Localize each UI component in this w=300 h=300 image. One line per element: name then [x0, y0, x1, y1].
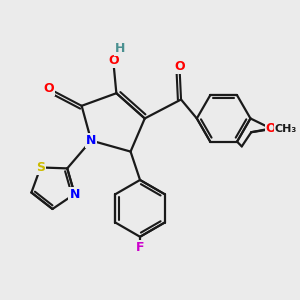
Text: CH₃: CH₃ [275, 124, 297, 134]
Text: S: S [36, 161, 45, 174]
Text: O: O [266, 122, 276, 135]
Text: F: F [136, 241, 144, 254]
Text: N: N [69, 188, 80, 201]
Text: O: O [43, 82, 54, 95]
Text: O: O [108, 54, 119, 67]
Text: O: O [174, 60, 185, 73]
Text: H: H [115, 42, 125, 55]
Text: N: N [86, 134, 96, 147]
